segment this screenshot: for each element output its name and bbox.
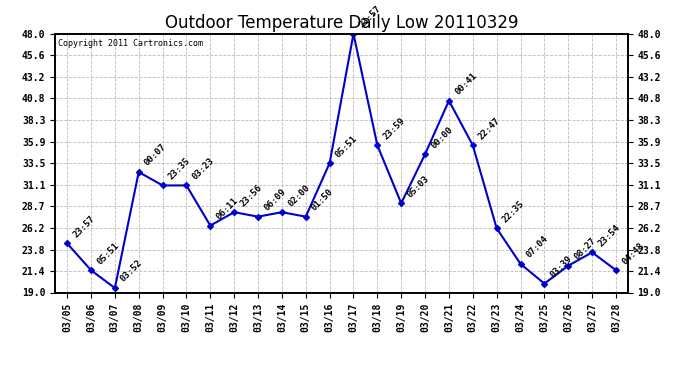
Text: 08:27: 08:27 [573,236,598,262]
Text: 07:04: 07:04 [524,234,550,260]
Text: 05:03: 05:03 [405,174,431,199]
Text: 03:23: 03:23 [190,156,216,181]
Text: 23:59: 23:59 [382,116,407,141]
Text: 01:50: 01:50 [310,187,335,213]
Text: 04:48: 04:48 [620,241,646,266]
Text: 02:00: 02:00 [286,183,311,208]
Text: 05:51: 05:51 [334,134,359,159]
Text: 05:51: 05:51 [95,241,121,266]
Text: Copyright 2011 Cartronics.com: Copyright 2011 Cartronics.com [58,39,203,48]
Text: 00:41: 00:41 [453,71,478,96]
Text: 23:56: 23:56 [238,183,264,208]
Text: 23:35: 23:35 [167,156,192,181]
Title: Outdoor Temperature Daily Low 20110329: Outdoor Temperature Daily Low 20110329 [165,14,518,32]
Text: 23:57: 23:57 [71,214,97,239]
Text: 22:35: 22:35 [501,199,526,224]
Text: 22:47: 22:47 [477,116,502,141]
Text: 06:09: 06:09 [262,187,288,213]
Text: 03:52: 03:52 [119,258,144,284]
Text: 03:39: 03:39 [549,254,574,279]
Text: 23:54: 23:54 [596,223,622,248]
Text: 23:57: 23:57 [357,4,383,30]
Text: 06:11: 06:11 [215,196,240,221]
Text: 00:07: 00:07 [143,142,168,168]
Text: 00:00: 00:00 [429,124,455,150]
